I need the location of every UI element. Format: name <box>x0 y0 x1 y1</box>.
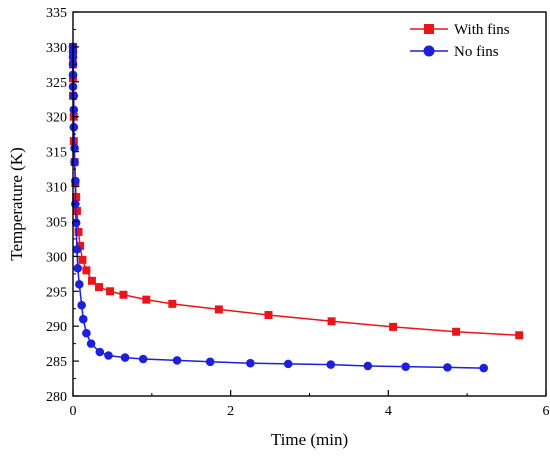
y-tick-label: 305 <box>46 215 67 230</box>
data-point <box>283 359 293 369</box>
y-tick-label: 320 <box>46 111 67 126</box>
y-tick-label: 300 <box>46 250 67 265</box>
data-point <box>71 218 81 228</box>
series-line <box>72 46 520 337</box>
legend: With fins No fins <box>410 22 510 60</box>
x-tick-label: 6 <box>543 404 550 419</box>
axes: 0 2 4 6 280 285 290 295 300 305 310 315 320 325 330 335 <box>46 6 550 419</box>
series-with-fins <box>69 42 524 340</box>
y-axis-title: Temperature (K) <box>7 147 26 261</box>
y-tick-label: 290 <box>46 320 67 335</box>
series-no-fins <box>68 42 489 373</box>
data-point <box>138 354 148 364</box>
data-point <box>327 317 336 326</box>
y-tick-label: 335 <box>46 6 67 21</box>
data-point <box>119 290 128 299</box>
data-point <box>142 295 151 304</box>
data-point <box>452 327 461 336</box>
legend-entry: No fins <box>410 44 499 60</box>
data-point <box>479 363 489 373</box>
y-tick-label: 295 <box>46 285 67 300</box>
x-tick-label: 4 <box>385 404 392 419</box>
data-point <box>95 283 104 292</box>
data-point <box>86 339 96 348</box>
data-point <box>95 347 105 357</box>
data-point <box>77 300 86 310</box>
plot-area <box>68 42 524 373</box>
plot-frame <box>72 11 547 397</box>
data-point <box>69 91 79 101</box>
y-tick-label: 285 <box>46 355 67 370</box>
data-point <box>214 305 223 314</box>
legend-label: No fins <box>454 44 499 60</box>
data-point <box>515 331 524 340</box>
data-point <box>72 206 81 215</box>
data-point <box>82 328 91 338</box>
series-line <box>72 46 484 369</box>
x-tick-label: 0 <box>70 404 77 419</box>
y-tick-label: 325 <box>46 76 67 91</box>
data-point <box>69 105 79 115</box>
data-point <box>264 311 273 320</box>
data-point <box>205 357 215 367</box>
data-point <box>389 322 398 331</box>
legend-entry: With fins <box>410 22 510 38</box>
data-point <box>246 358 255 368</box>
data-point <box>326 360 336 369</box>
y-tick-label: 315 <box>46 146 67 161</box>
y-tick-label: 280 <box>46 390 67 405</box>
legend-marker <box>424 24 434 34</box>
data-point <box>78 255 87 264</box>
data-point <box>76 241 85 250</box>
legend-marker <box>423 45 435 57</box>
data-point <box>120 353 130 362</box>
data-point <box>78 314 88 324</box>
data-point <box>168 299 177 308</box>
data-point <box>172 356 182 365</box>
x-axis-title: Time (min) <box>271 430 348 449</box>
data-point <box>82 266 91 275</box>
data-point <box>104 351 113 360</box>
y-tick-label: 330 <box>46 41 67 56</box>
data-point <box>72 245 82 254</box>
x-tick-label: 2 <box>227 404 234 419</box>
data-point <box>74 227 83 236</box>
data-point <box>70 157 79 167</box>
legend-label: With fins <box>454 22 510 38</box>
data-point <box>443 363 452 372</box>
data-point <box>75 279 84 289</box>
data-point <box>363 361 373 371</box>
data-point <box>87 276 96 285</box>
y-tick-label: 310 <box>46 181 67 196</box>
data-point <box>73 263 83 273</box>
data-point <box>69 122 79 132</box>
data-point <box>401 362 410 371</box>
data-point <box>72 193 81 202</box>
data-point <box>106 287 115 296</box>
